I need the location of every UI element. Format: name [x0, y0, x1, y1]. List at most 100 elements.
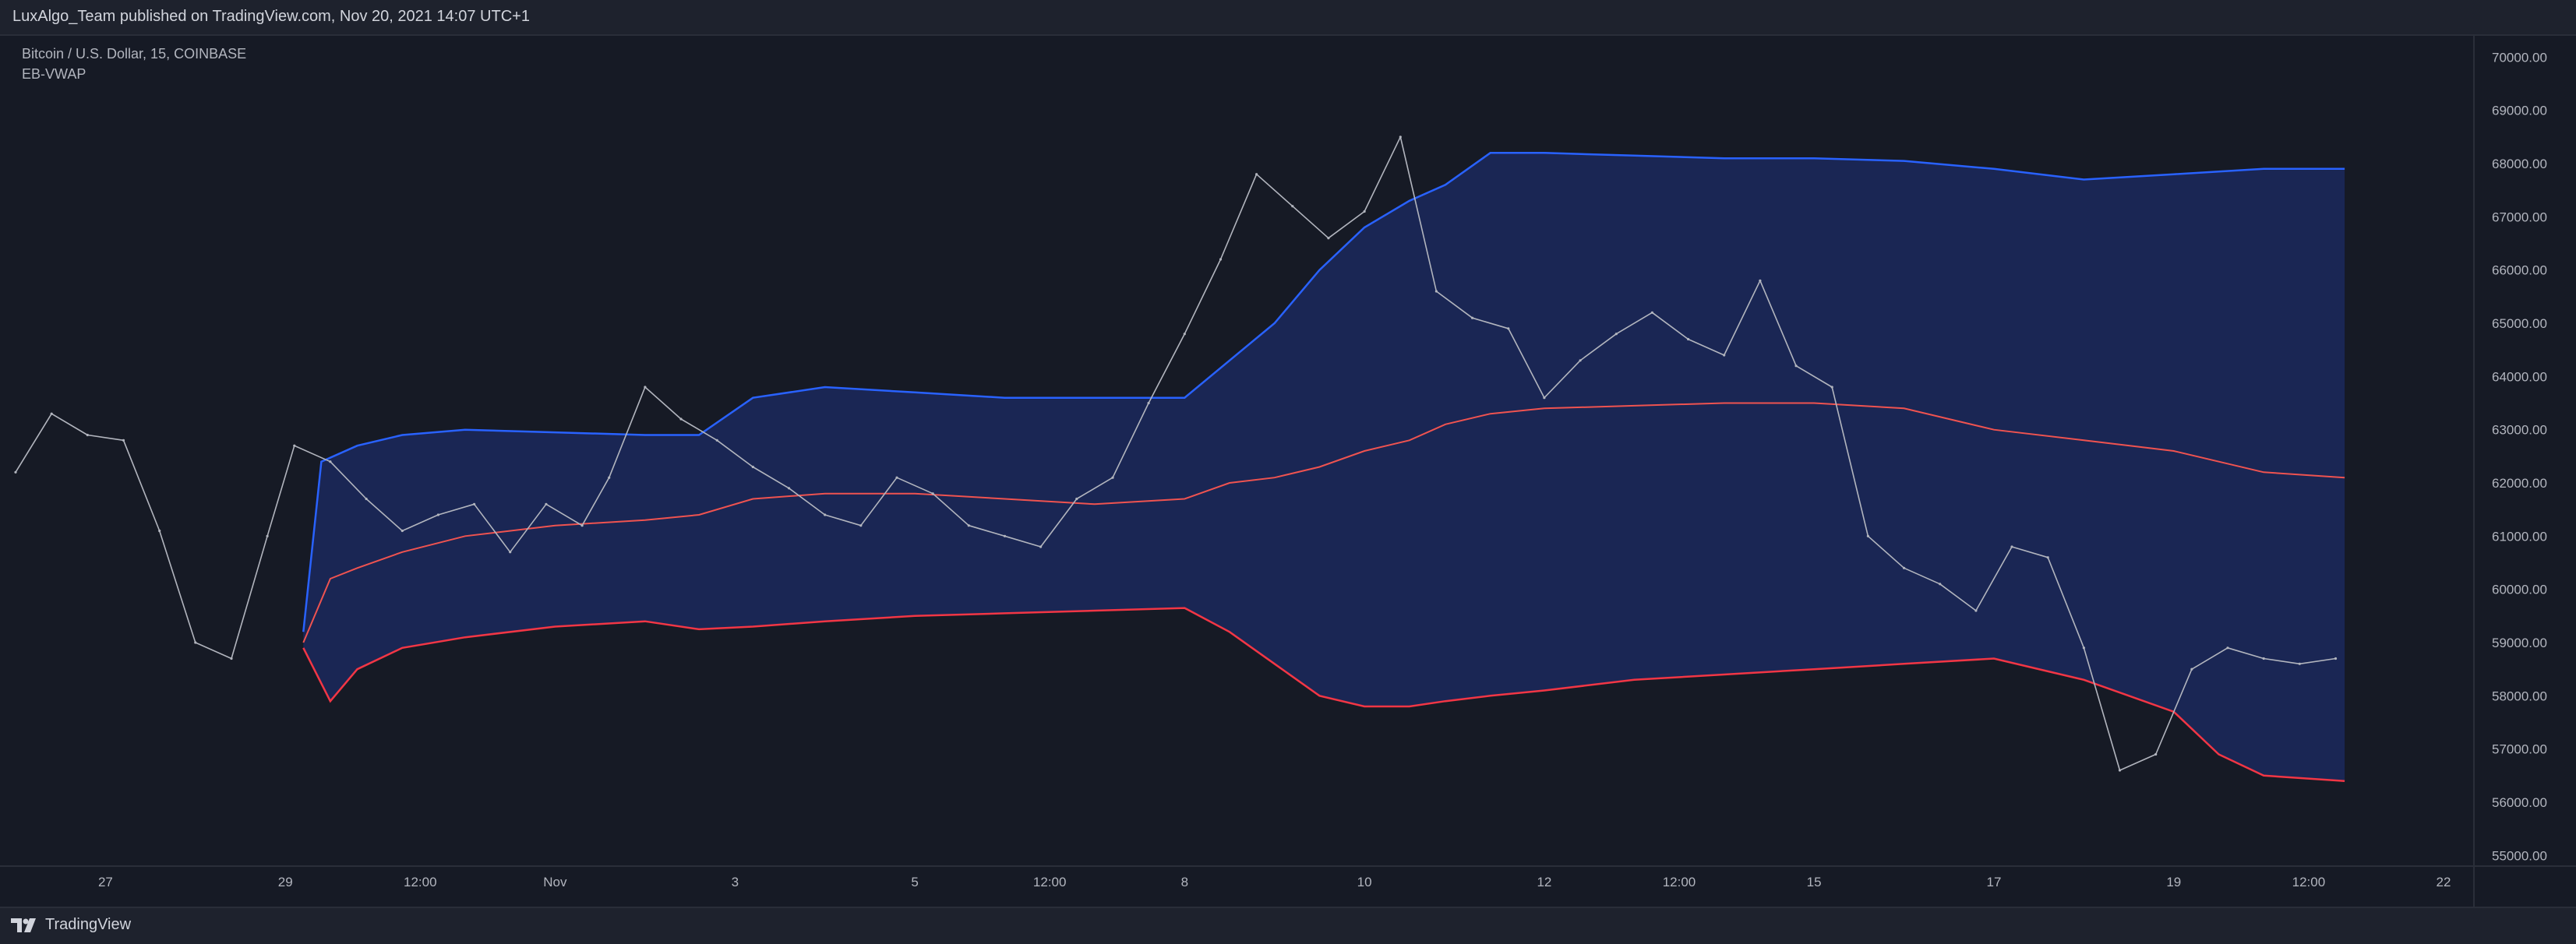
band-fill: [303, 153, 2345, 781]
price-point: [2262, 657, 2265, 660]
time-tick-label: 19: [2166, 875, 2181, 889]
brand[interactable]: TradingView: [11, 916, 131, 934]
price-tick-label: 59000.00: [2492, 636, 2547, 650]
price-point: [1147, 401, 1150, 405]
symbol-label[interactable]: Bitcoin / U.S. Dollar, 15, COINBASE: [22, 46, 247, 62]
price-point: [86, 433, 89, 437]
time-tick-label: 22: [2437, 875, 2451, 889]
price-point: [1363, 210, 1366, 213]
price-point: [2010, 545, 2013, 548]
price-axis[interactable]: 55000.00 56000.00 57000.00 58000.00 59000.00…: [2492, 50, 2547, 863]
price-tick-label: 55000.00: [2492, 848, 2547, 863]
price-point: [715, 439, 718, 442]
price-point: [14, 470, 17, 474]
time-tick-label: 5: [911, 875, 918, 889]
price-point: [1327, 237, 1330, 240]
price-chart[interactable]: 55000.00 56000.00 57000.00 58000.00 59000.00…: [0, 36, 2576, 907]
price-point: [895, 476, 898, 479]
price-point: [230, 657, 233, 660]
price-point: [1866, 534, 1869, 537]
price-tick-label: 69000.00: [2492, 104, 2547, 118]
price-point: [329, 460, 332, 463]
price-tick-label: 60000.00: [2492, 583, 2547, 597]
time-tick-label: 27: [98, 875, 113, 889]
price-point: [1650, 311, 1653, 314]
price-tick-label: 56000.00: [2492, 795, 2547, 810]
price-point: [293, 444, 296, 447]
footer-bar: TradingView: [0, 907, 2576, 944]
time-tick-label: 10: [1357, 875, 1372, 889]
time-axis[interactable]: 27 29 12:00 Nov 3 5 12:00 8 10 12 12:00 15 17 19 12:00…: [98, 875, 2451, 889]
price-point: [1183, 333, 1186, 336]
price-point: [2190, 667, 2193, 671]
time-tick-label: 12:00: [1663, 875, 1696, 889]
price-point: [1794, 365, 1798, 368]
price-point: [1471, 316, 1474, 319]
time-tick-label: 12:00: [2292, 875, 2326, 889]
price-point: [2298, 662, 2301, 665]
price-point: [545, 502, 548, 505]
price-point: [266, 534, 269, 537]
price-tick-label: 67000.00: [2492, 210, 2547, 224]
price-layer: [14, 136, 2338, 772]
price-point: [1614, 333, 1618, 336]
price-point: [1903, 566, 1906, 569]
price-point: [580, 524, 584, 527]
time-tick-label: 29: [278, 875, 293, 889]
price-tick-label: 63000.00: [2492, 423, 2547, 438]
indicator-label[interactable]: EB-VWAP: [22, 66, 86, 82]
price-point: [824, 513, 827, 516]
price-point: [122, 439, 125, 442]
time-tick-label: 15: [1807, 875, 1822, 889]
price-point: [1974, 609, 1978, 612]
price-point: [931, 492, 934, 495]
price-point: [2046, 556, 2049, 559]
tradingview-logo-icon: [11, 918, 36, 932]
price-tick-label: 62000.00: [2492, 476, 2547, 491]
price-tick-label: 57000.00: [2492, 742, 2547, 757]
price-point: [1723, 354, 1726, 357]
price-point: [401, 529, 404, 533]
price-point: [751, 465, 754, 469]
price-point: [509, 551, 512, 554]
price-point: [1579, 359, 1582, 362]
price-point: [1759, 279, 1762, 282]
top-bar: LuxAlgo_Team published on TradingView.co…: [0, 0, 2576, 36]
price-point: [1039, 545, 1043, 548]
price-tick-label: 61000.00: [2492, 529, 2547, 544]
price-point: [1543, 396, 1546, 400]
price-point: [1255, 173, 1258, 176]
chart-area[interactable]: 55000.00 56000.00 57000.00 58000.00 59000.00…: [0, 36, 2576, 907]
price-point: [2082, 646, 2085, 650]
price-tick-label: 70000.00: [2492, 50, 2547, 65]
price-point: [436, 513, 440, 516]
price-point: [1075, 497, 1078, 501]
time-tick-label: 12:00: [1033, 875, 1067, 889]
time-tick-label: Nov: [543, 875, 567, 889]
price-point: [644, 386, 647, 389]
price-line: [15, 136, 2336, 771]
price-point: [1687, 337, 1690, 341]
price-point: [2334, 657, 2338, 660]
price-point: [1830, 386, 1833, 389]
price-point: [1219, 258, 1223, 261]
publisher-line: LuxAlgo_Team published on TradingView.co…: [12, 8, 530, 25]
price-point: [1399, 136, 1402, 139]
time-tick-label: 8: [1181, 875, 1188, 889]
price-point: [1434, 290, 1438, 293]
price-point: [473, 502, 476, 505]
price-tick-label: 64000.00: [2492, 369, 2547, 384]
time-tick-label: 17: [1987, 875, 2002, 889]
price-point: [967, 524, 970, 527]
price-point: [194, 641, 197, 644]
chart-legend: Bitcoin / U.S. Dollar, 15, COINBASE EB-V…: [22, 44, 246, 84]
price-point: [787, 487, 791, 490]
price-point: [1111, 476, 1114, 479]
vwap-line: [302, 402, 2345, 643]
price-tick-label: 66000.00: [2492, 263, 2547, 278]
price-point: [158, 529, 161, 533]
time-tick-label: 12:00: [404, 875, 437, 889]
price-point: [365, 497, 368, 501]
brand-name: TradingView: [45, 916, 132, 933]
price-point: [50, 412, 53, 415]
